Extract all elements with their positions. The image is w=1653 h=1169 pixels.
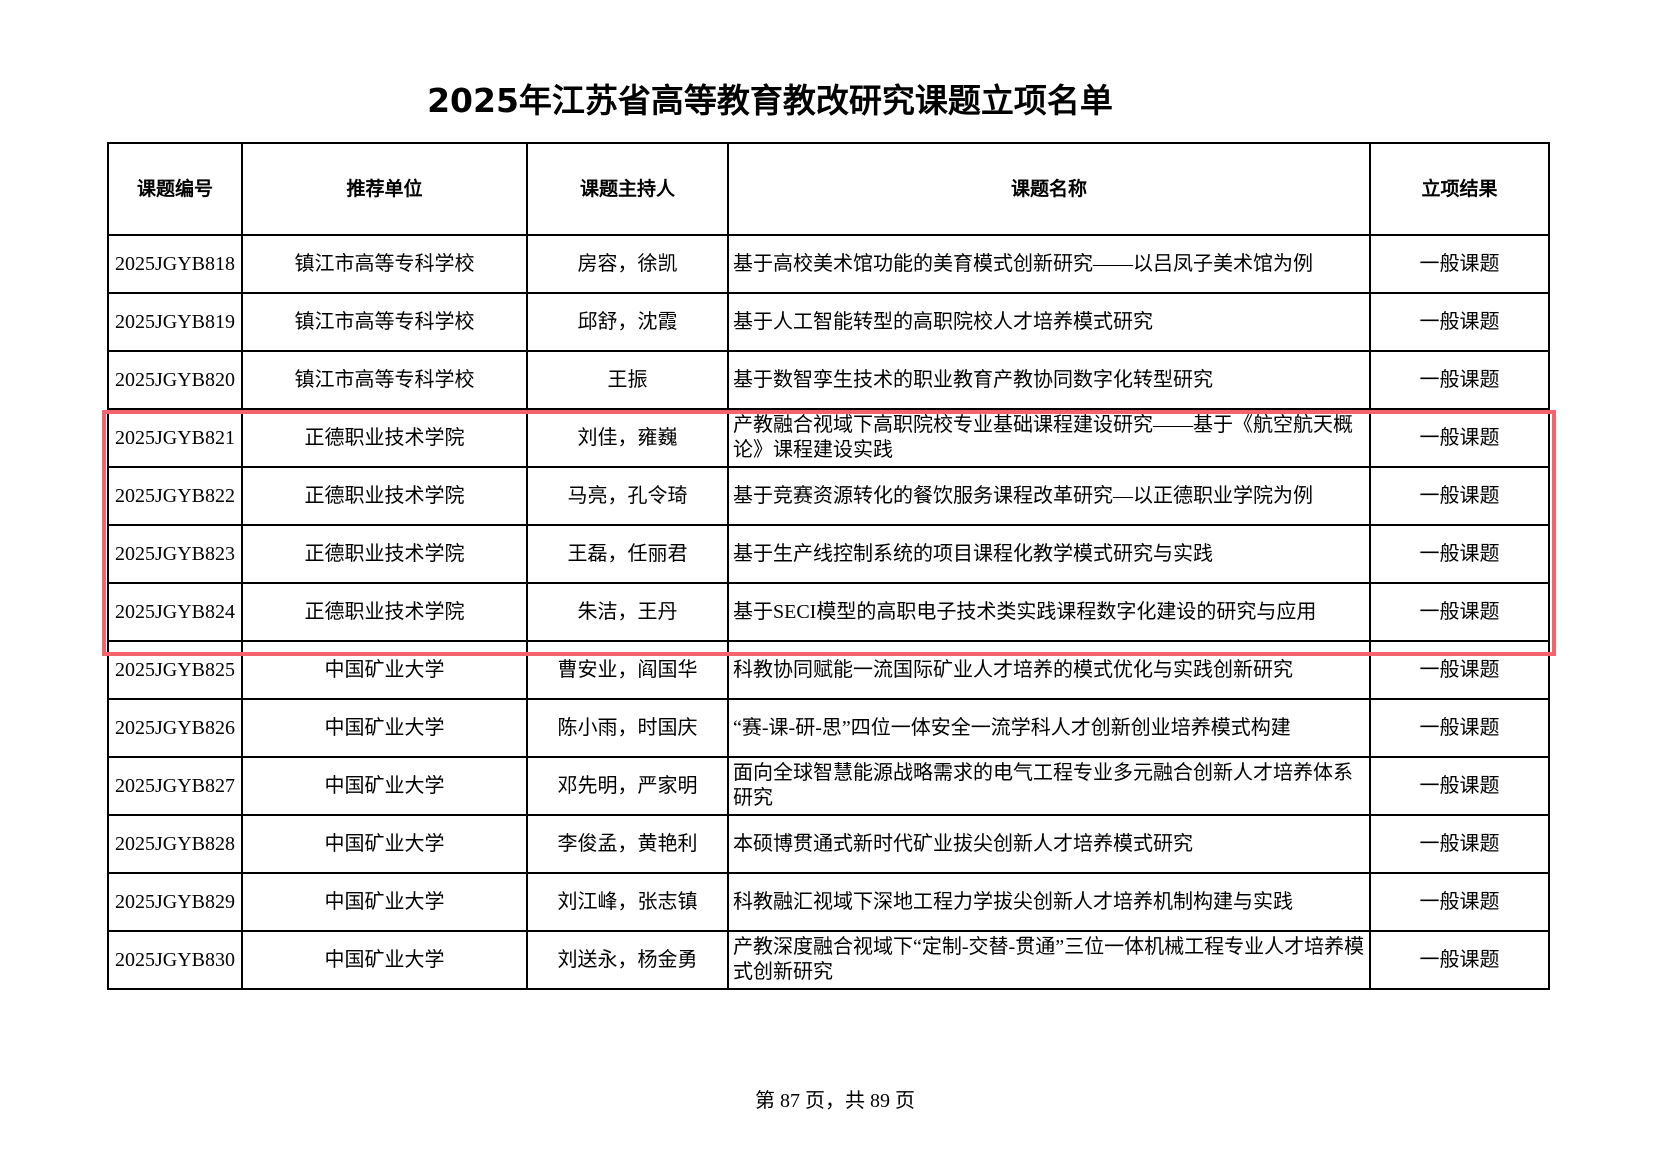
project-host: 刘江峰，张志镇 [526,872,729,932]
project-table: 课题编号 推荐单位 课题主持人 课题名称 立项结果 2025JGYB818 镇江市… [107,142,1550,990]
project-host: 朱洁，王丹 [526,582,729,642]
project-host: 邱舒，沈霞 [526,292,729,352]
project-host: 王振 [526,350,729,410]
recommending-unit: 中国矿业大学 [241,872,528,932]
project-name: 基于高校美术馆功能的美育模式创新研究——以吕凤子美术馆为例 [727,234,1371,294]
recommending-unit: 正德职业技术学院 [241,524,528,584]
header-unit: 推荐单位 [241,142,528,236]
table-row: 2025JGYB824 正德职业技术学院 朱洁，王丹 基于SECI模型的高职电子技术类… [107,582,1550,642]
project-id: 2025JGYB822 [107,466,243,526]
project-id: 2025JGYB820 [107,350,243,410]
project-id: 2025JGYB818 [107,234,243,294]
project-id: 2025JGYB823 [107,524,243,584]
project-host: 房容，徐凯 [526,234,729,294]
project-host: 王磊，任丽君 [526,524,729,584]
project-result: 一般课题 [1369,524,1550,584]
project-result: 一般课题 [1369,814,1550,874]
project-name: 基于竞赛资源转化的餐饮服务课程改革研究—以正德职业学院为例 [727,466,1371,526]
recommending-unit: 镇江市高等专科学校 [241,350,528,410]
recommending-unit: 中国矿业大学 [241,698,528,758]
project-name: 面向全球智慧能源战略需求的电气工程专业多元融合创新人才培养体系研究 [727,756,1371,816]
project-id: 2025JGYB830 [107,930,243,990]
table-row: 2025JGYB826 中国矿业大学 陈小雨，时国庆 “赛-课-研-思”四位一体安全一… [107,698,1550,758]
project-id: 2025JGYB824 [107,582,243,642]
recommending-unit: 中国矿业大学 [241,814,528,874]
project-name: 科教融汇视域下深地工程力学拔尖创新人才培养机制构建与实践 [727,872,1371,932]
table-row: 2025JGYB820 镇江市高等专科学校 王振 基于数智孪生技术的职业教育产教协同数… [107,350,1550,410]
recommending-unit: 正德职业技术学院 [241,408,528,468]
project-result: 一般课题 [1369,408,1550,468]
table-row: 2025JGYB829 中国矿业大学 刘江峰，张志镇 科教融汇视域下深地工程力学拔尖创… [107,872,1550,932]
project-host: 李俊孟，黄艳利 [526,814,729,874]
table-row: 2025JGYB827 中国矿业大学 邓先明，严家明 面向全球智慧能源战略需求的电气工… [107,756,1550,816]
project-name: “赛-课-研-思”四位一体安全一流学科人才创新创业培养模式构建 [727,698,1371,758]
project-name: 产教深度融合视域下“定制-交替-贯通”三位一体机械工程专业人才培养模式创新研究 [727,930,1371,990]
project-result: 一般课题 [1369,872,1550,932]
project-result: 一般课题 [1369,466,1550,526]
recommending-unit: 正德职业技术学院 [241,466,528,526]
project-id: 2025JGYB825 [107,640,243,700]
recommending-unit: 镇江市高等专科学校 [241,234,528,294]
project-name: 基于SECI模型的高职电子技术类实践课程数字化建设的研究与应用 [727,582,1371,642]
recommending-unit: 中国矿业大学 [241,756,528,816]
table-row: 2025JGYB825 中国矿业大学 曹安业，阎国华 科教协同赋能一流国际矿业人才培养… [107,640,1550,700]
project-result: 一般课题 [1369,292,1550,352]
project-host: 马亮，孔令琦 [526,466,729,526]
table-header-row: 课题编号 推荐单位 课题主持人 课题名称 立项结果 [107,142,1550,236]
project-id: 2025JGYB828 [107,814,243,874]
project-result: 一般课题 [1369,640,1550,700]
project-result: 一般课题 [1369,930,1550,990]
table-row: 2025JGYB818 镇江市高等专科学校 房容，徐凯 基于高校美术馆功能的美育模式创… [107,234,1550,294]
header-project-name: 课题名称 [727,142,1371,236]
recommending-unit: 镇江市高等专科学校 [241,292,528,352]
recommending-unit: 中国矿业大学 [241,640,528,700]
page-number: 第 87 页，共 89 页 [755,1090,915,1112]
project-result: 一般课题 [1369,698,1550,758]
project-name: 基于生产线控制系统的项目课程化教学模式研究与实践 [727,524,1371,584]
project-host: 刘送永，杨金勇 [526,930,729,990]
table-row: 2025JGYB823 正德职业技术学院 王磊，任丽君 基于生产线控制系统的项目课程化… [107,524,1550,584]
table-row: 2025JGYB819 镇江市高等专科学校 邱舒，沈霞 基于人工智能转型的高职院校人才… [107,292,1550,352]
project-name: 产教融合视域下高职院校专业基础课程建设研究——基于《航空航天概论》课程建设实践 [727,408,1371,468]
table-row: 2025JGYB830 中国矿业大学 刘送永，杨金勇 产教深度融合视域下“定制-交替-… [107,930,1550,990]
project-id: 2025JGYB819 [107,292,243,352]
page-title: 2025年江苏省高等教育教改研究课题立项名单 [427,81,1113,120]
table-row: 2025JGYB828 中国矿业大学 李俊孟，黄艳利 本硕博贯通式新时代矿业拔尖创新人… [107,814,1550,874]
project-name: 基于数智孪生技术的职业教育产教协同数字化转型研究 [727,350,1371,410]
project-name: 本硕博贯通式新时代矿业拔尖创新人才培养模式研究 [727,814,1371,874]
header-id: 课题编号 [107,142,243,236]
project-id: 2025JGYB829 [107,872,243,932]
project-result: 一般课题 [1369,582,1550,642]
project-host: 邓先明，严家明 [526,756,729,816]
header-result: 立项结果 [1369,142,1550,236]
project-host: 刘佳，雍巍 [526,408,729,468]
project-result: 一般课题 [1369,756,1550,816]
table-row: 2025JGYB822 正德职业技术学院 马亮，孔令琦 基于竞赛资源转化的餐饮服务课程… [107,466,1550,526]
project-id: 2025JGYB821 [107,408,243,468]
project-host: 陈小雨，时国庆 [526,698,729,758]
project-result: 一般课题 [1369,234,1550,294]
recommending-unit: 中国矿业大学 [241,930,528,990]
recommending-unit: 正德职业技术学院 [241,582,528,642]
project-host: 曹安业，阎国华 [526,640,729,700]
project-id: 2025JGYB826 [107,698,243,758]
header-host: 课题主持人 [526,142,729,236]
table-row: 2025JGYB821 正德职业技术学院 刘佳，雍巍 产教融合视域下高职院校专业基础课… [107,408,1550,468]
project-name: 基于人工智能转型的高职院校人才培养模式研究 [727,292,1371,352]
project-id: 2025JGYB827 [107,756,243,816]
project-result: 一般课题 [1369,350,1550,410]
project-name: 科教协同赋能一流国际矿业人才培养的模式优化与实践创新研究 [727,640,1371,700]
